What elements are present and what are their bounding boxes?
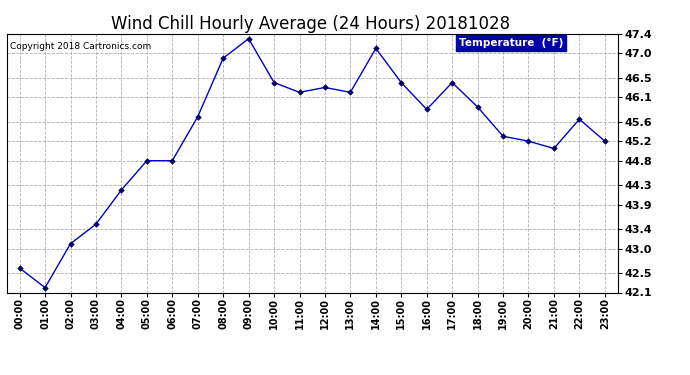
Text: Copyright 2018 Cartronics.com: Copyright 2018 Cartronics.com — [10, 42, 151, 51]
Text: Wind Chill Hourly Average (24 Hours) 20181028: Wind Chill Hourly Average (24 Hours) 201… — [111, 15, 510, 33]
Text: Temperature  (°F): Temperature (°F) — [459, 38, 563, 48]
